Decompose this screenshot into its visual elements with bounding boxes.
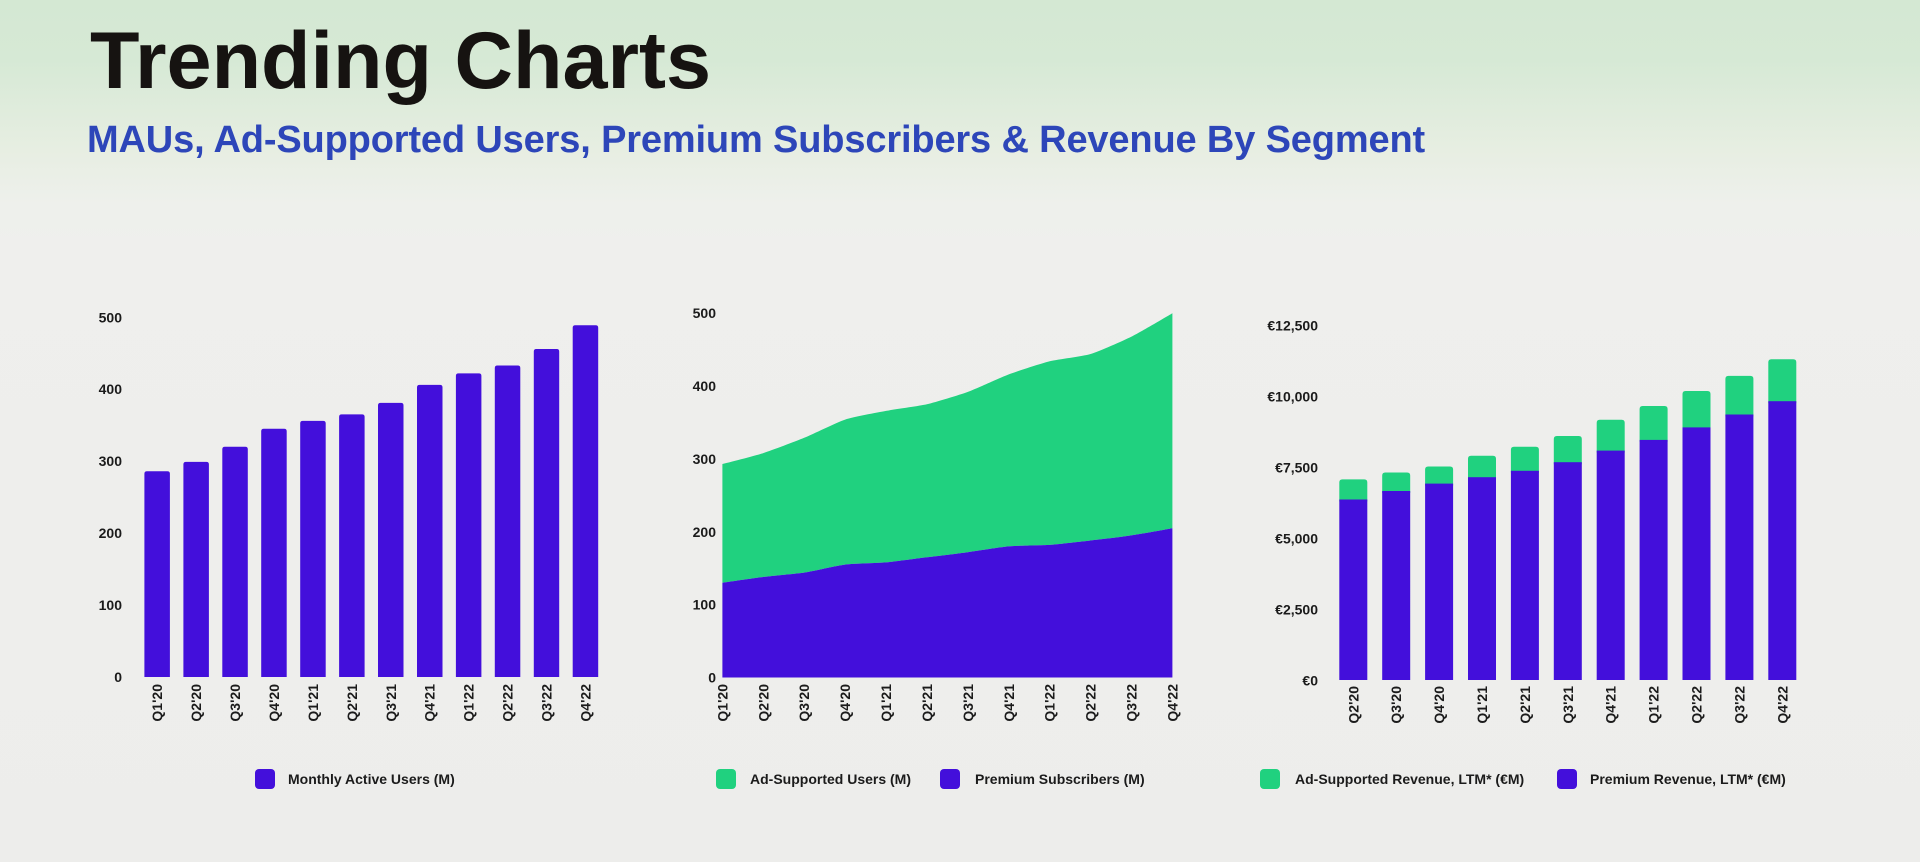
svg-text:Q2'22: Q2'22 (1689, 686, 1705, 724)
svg-text:Q1'20: Q1'20 (149, 684, 165, 722)
svg-text:Q2'20: Q2'20 (1345, 686, 1361, 724)
svg-text:300: 300 (99, 453, 123, 469)
svg-text:Q1'21: Q1'21 (305, 684, 321, 722)
svg-text:Premium Revenue, LTM* (€M): Premium Revenue, LTM* (€M) (1590, 771, 1786, 787)
svg-text:Ad-Supported Users (M): Ad-Supported Users (M) (750, 771, 911, 787)
svg-text:Q3'20: Q3'20 (227, 684, 243, 722)
svg-text:Q4'21: Q4'21 (1001, 684, 1017, 722)
svg-text:€10,000: €10,000 (1267, 388, 1318, 404)
svg-text:€5,000: €5,000 (1275, 530, 1318, 546)
svg-text:500: 500 (693, 305, 717, 321)
svg-text:Premium Subscribers (M): Premium Subscribers (M) (975, 771, 1145, 787)
svg-text:Q2'22: Q2'22 (500, 684, 516, 722)
svg-text:Q1'21: Q1'21 (878, 684, 894, 722)
svg-text:€7,500: €7,500 (1275, 459, 1318, 475)
svg-text:Q1'20: Q1'20 (714, 684, 730, 722)
svg-text:Q3'20: Q3'20 (1388, 686, 1404, 724)
svg-text:Q2'20: Q2'20 (755, 684, 771, 722)
svg-text:Q4'21: Q4'21 (422, 684, 438, 722)
svg-text:Q3'22: Q3'22 (1124, 684, 1140, 722)
svg-text:200: 200 (99, 525, 123, 541)
svg-text:100: 100 (99, 597, 123, 613)
svg-text:Q4'21: Q4'21 (1603, 686, 1619, 724)
svg-text:€12,500: €12,500 (1267, 317, 1318, 333)
svg-text:Q2'21: Q2'21 (919, 684, 935, 722)
svg-text:Q3'21: Q3'21 (383, 684, 399, 722)
svg-text:Ad-Supported Revenue, LTM* (€M: Ad-Supported Revenue, LTM* (€M) (1295, 771, 1524, 787)
svg-text:100: 100 (693, 597, 717, 613)
svg-text:Q4'20: Q4'20 (1431, 686, 1447, 724)
svg-text:200: 200 (693, 524, 717, 540)
svg-text:Q2'22: Q2'22 (1083, 684, 1099, 722)
svg-text:0: 0 (708, 670, 716, 686)
svg-text:Q2'21: Q2'21 (1517, 686, 1533, 724)
svg-text:Q1'21: Q1'21 (1474, 686, 1490, 724)
svg-text:€0: €0 (1302, 672, 1318, 688)
svg-text:0: 0 (114, 669, 122, 685)
svg-text:€2,500: €2,500 (1275, 601, 1318, 617)
svg-text:Q2'21: Q2'21 (344, 684, 360, 722)
svg-text:Q3'22: Q3'22 (539, 684, 555, 722)
svg-text:Q3'21: Q3'21 (960, 684, 976, 722)
svg-text:Q3'21: Q3'21 (1560, 686, 1576, 724)
svg-text:400: 400 (693, 378, 717, 394)
svg-text:500: 500 (99, 309, 123, 325)
svg-text:Q3'22: Q3'22 (1731, 686, 1747, 724)
svg-text:Q1'22: Q1'22 (461, 684, 477, 722)
svg-text:Q4'22: Q4'22 (577, 684, 593, 722)
svg-text:Q4'20: Q4'20 (837, 684, 853, 722)
svg-text:Q3'20: Q3'20 (796, 684, 812, 722)
svg-text:Q2'20: Q2'20 (188, 684, 204, 722)
svg-text:Q4'22: Q4'22 (1774, 686, 1790, 724)
svg-text:Q4'22: Q4'22 (1164, 684, 1180, 722)
svg-text:300: 300 (693, 451, 717, 467)
svg-text:Q1'22: Q1'22 (1042, 684, 1058, 722)
svg-text:400: 400 (99, 381, 123, 397)
svg-text:Monthly Active Users (M): Monthly Active Users (M) (288, 771, 455, 787)
svg-text:Q4'20: Q4'20 (266, 684, 282, 722)
svg-text:Q1'22: Q1'22 (1646, 686, 1662, 724)
